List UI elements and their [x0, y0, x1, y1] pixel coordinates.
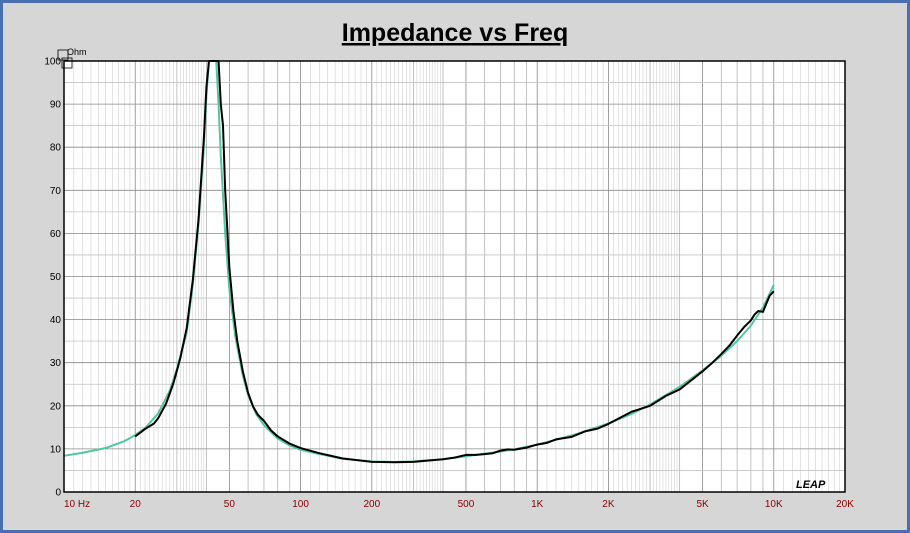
y-tick-label: 100 — [44, 57, 61, 68]
y-unit-label: Ohm — [67, 47, 87, 57]
x-tick-label: 200 — [363, 499, 380, 510]
x-tick-label: 50 — [224, 499, 236, 510]
y-tick-label: 40 — [50, 315, 62, 326]
x-tick-label: 100 — [292, 499, 309, 510]
y-tick-label: 20 — [50, 401, 62, 412]
y-axis-marker-icon — [57, 49, 73, 69]
grid-lines — [63, 60, 846, 493]
y-tick-label: 60 — [50, 229, 62, 240]
chart-title: Impedance vs Freq — [342, 19, 568, 47]
y-tick-label: 50 — [50, 272, 62, 283]
x-tick-label: 20K — [836, 499, 854, 510]
y-tick-label: 80 — [50, 143, 62, 154]
x-axis-ticks: 10 Hz 20 50 100 200 500 1K 2K 5K 10K 20K — [64, 499, 854, 510]
y-tick-label: 0 — [55, 488, 61, 499]
x-tick-label: 10 Hz — [64, 499, 90, 510]
impedance-series-line — [134, 60, 775, 464]
leap-logo: LEAP — [796, 479, 826, 491]
x-tick-label: 5K — [696, 499, 709, 510]
x-tick-label: 10K — [765, 499, 783, 510]
y-tick-label: 70 — [50, 186, 62, 197]
x-tick-label: 500 — [458, 499, 475, 510]
y-axis-ticks: 0 10 20 30 40 50 60 70 80 90 100 — [44, 57, 61, 499]
y-tick-label: 90 — [50, 100, 62, 111]
series-lines — [63, 60, 775, 464]
x-tick-label: 20 — [130, 499, 142, 510]
y-tick-label: 30 — [50, 358, 62, 369]
y-tick-label: 10 — [50, 444, 62, 455]
x-tick-label: 2K — [602, 499, 615, 510]
plot-border — [63, 60, 846, 493]
x-tick-label: 1K — [531, 499, 544, 510]
